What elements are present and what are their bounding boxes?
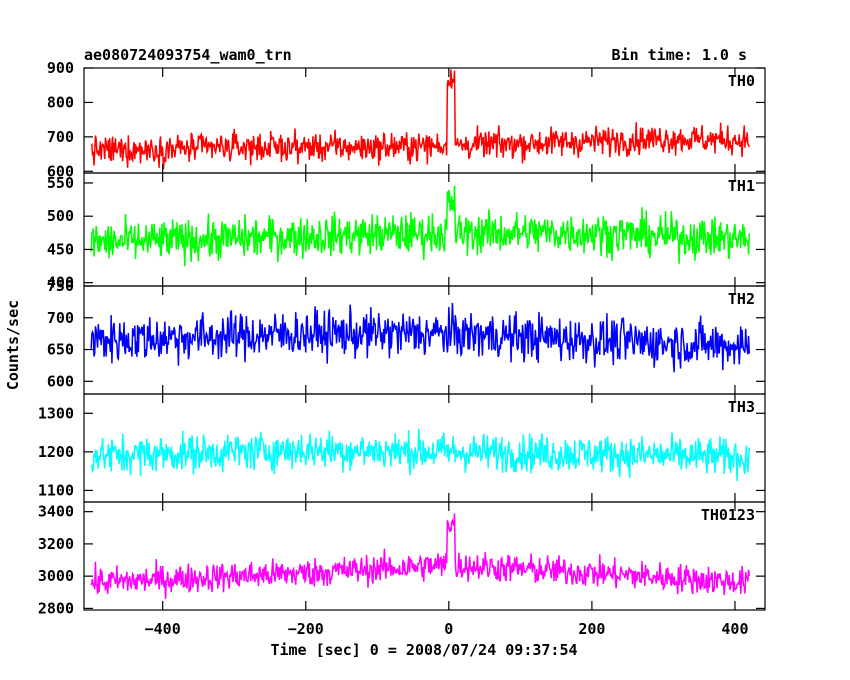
y-tick-label-th2: 600	[47, 372, 74, 390]
y-tick-label-th2: 650	[47, 341, 74, 359]
series-line-th3	[90, 428, 751, 481]
x-tick-label: 0	[444, 620, 453, 638]
y-axis-label: Counts/sec	[4, 300, 22, 390]
series-line-th0	[90, 69, 750, 170]
series-label-th2: TH2	[728, 290, 755, 308]
y-tick-label-th0: 700	[47, 128, 74, 146]
y-tick-label-th0123: 3400	[38, 503, 74, 521]
y-tick-label-th3: 1200	[38, 443, 74, 461]
y-tick-label-th0: 900	[47, 59, 74, 77]
y-tick-label-th0: 600	[47, 162, 74, 180]
panel-frame-th0123	[83, 501, 766, 611]
series-line-th1	[90, 185, 751, 267]
y-tick-label-th0123: 2800	[38, 599, 74, 617]
x-tick-label: −400	[145, 620, 181, 638]
series-label-th0: TH0	[728, 72, 755, 90]
x-tick-label: 400	[721, 620, 748, 638]
series-label-th0123: TH0123	[701, 506, 755, 524]
y-tick-label-th3: 1300	[38, 404, 74, 422]
y-tick-label-th0: 800	[47, 93, 74, 111]
y-tick-label-th2: 700	[47, 309, 74, 327]
y-tick-label-th0123: 3200	[38, 535, 74, 553]
bin-time-label: Bin time: 1.0 s	[612, 46, 747, 64]
panels-group: 600 700 800 900 TH0 400 450 500 550 TH1 600 650 700 7…	[38, 59, 766, 638]
x-tick-label: −200	[288, 620, 324, 638]
panel-frame-th0	[83, 67, 766, 174]
y-tick-label-th1: 450	[47, 240, 74, 258]
series-label-th3: TH3	[728, 398, 755, 416]
series-line-th2	[90, 302, 751, 373]
x-axis-label: Time [sec] 0 = 2008/07/24 09:37:54	[270, 641, 577, 659]
y-tick-label-th3: 1100	[38, 481, 74, 499]
y-tick-label-th0123: 3000	[38, 567, 74, 585]
y-tick-label-th1: 550	[47, 174, 74, 192]
series-label-th1: TH1	[728, 177, 755, 195]
x-tick-label: 200	[578, 620, 605, 638]
series-line-th0123	[90, 513, 751, 600]
chart-title: ae080724093754_wam0_trn	[84, 46, 292, 64]
y-tick-label-th1: 400	[47, 274, 74, 292]
y-tick-label-th2: 750	[47, 277, 74, 295]
y-tick-label-th1: 500	[47, 207, 74, 225]
